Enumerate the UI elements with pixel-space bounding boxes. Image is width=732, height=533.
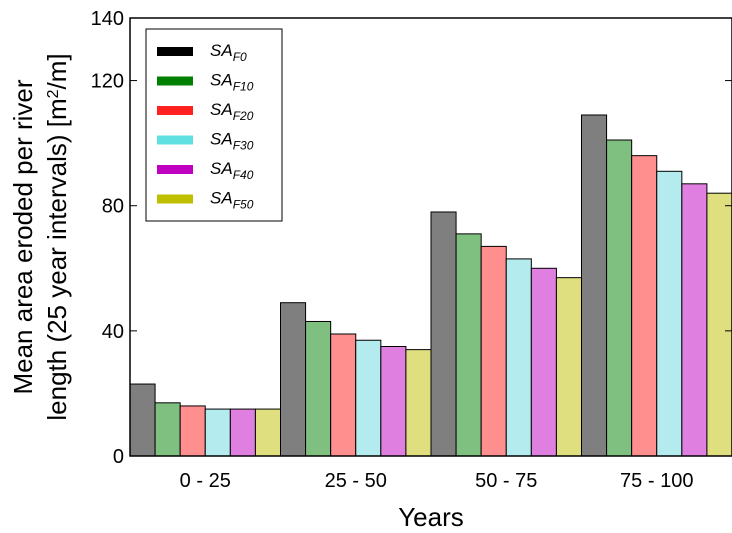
bar-f50-2 [555, 277, 583, 457]
bars [129, 114, 732, 457]
y-axis-label-suffix: /m] [42, 53, 72, 89]
x-tick-label-2: 50 - 75 [475, 470, 537, 492]
legend-label-f10: SAF10 [210, 71, 254, 94]
x-tick-label-1: 25 - 50 [325, 470, 387, 492]
bar-f10-3 [606, 139, 633, 457]
legend-label-f0: SAF0 [210, 41, 247, 64]
bar-f40-0 [229, 408, 256, 457]
legend-label-base: SA [210, 159, 233, 178]
legend-label-subscript: F50 [233, 198, 254, 212]
y-tick-label-0: 0 [113, 446, 124, 468]
legend-label-base: SA [210, 189, 233, 208]
y-axis-label-line1: Mean area eroded per river [8, 79, 38, 394]
legend-box [145, 28, 283, 222]
legend-label-base: SA [210, 100, 233, 119]
legend-label-base: SA [210, 41, 233, 60]
legend-swatch-f10 [157, 76, 193, 86]
legend-label-base: SA [210, 71, 233, 90]
legend-label-subscript: F40 [233, 168, 254, 182]
x-tick-label-0: 0 - 25 [180, 470, 231, 492]
bar-f20-2 [480, 245, 507, 457]
bar-f0-2 [430, 211, 457, 457]
legend-swatch-f20 [157, 106, 193, 115]
bar-f30-3 [656, 170, 683, 457]
y-tick-label-40: 40 [102, 321, 124, 343]
y-axis-label-line2: length (25 year intervals) [m2/m] [42, 53, 72, 420]
legend-swatch-f0 [157, 47, 193, 56]
legend-label-subscript: F20 [233, 109, 254, 123]
legend-label-subscript: F30 [233, 139, 254, 153]
y-axis-label-prefix: length (25 year intervals) [m [42, 98, 72, 420]
y-tick-label-120: 120 [91, 71, 124, 93]
bar-f50-3 [706, 192, 732, 457]
plot-frame [129, 17, 732, 457]
bar-f0-1 [280, 302, 307, 457]
bar-f10-0 [154, 402, 181, 457]
bar-f50-1 [405, 349, 432, 457]
y-tick-label-80: 80 [102, 196, 124, 218]
legend-label-base: SA [210, 130, 233, 149]
y-axis-label-superscript: 2 [45, 89, 62, 98]
legend-swatch-f30 [157, 135, 193, 145]
bar-f20-0 [179, 405, 206, 457]
legend-label-f40: SAF40 [210, 159, 254, 182]
bar-f40-3 [681, 183, 708, 457]
x-tick-label-3: 75 - 100 [620, 470, 693, 492]
legend-swatch-f50 [157, 194, 193, 204]
bar-f40-2 [530, 267, 557, 457]
bar-f20-1 [330, 333, 357, 457]
legend-label-subscript: F0 [233, 50, 247, 64]
bar-f30-2 [505, 258, 532, 457]
legend-label-f20: SAF20 [210, 100, 254, 123]
legend-label-subscript: F10 [233, 80, 254, 94]
legend-label-f30: SAF30 [210, 130, 254, 153]
bar-f0-3 [581, 114, 608, 457]
bar-f10-1 [305, 320, 332, 457]
bar-f10-2 [455, 233, 482, 457]
legend-swatch-f40 [157, 165, 193, 174]
legend-label-f50: SAF50 [210, 189, 254, 212]
axes: 0 40 80 120 140 0 - 25 25 - 50 50 - 75 75 - 100 [91, 8, 732, 492]
y-tick-label-140: 140 [91, 8, 124, 30]
bar-f30-0 [204, 408, 231, 457]
bar-f50-0 [254, 408, 282, 457]
bar-f20-3 [631, 155, 658, 457]
x-axis-label: Years [398, 502, 464, 532]
bar-f0-0 [129, 383, 156, 457]
bar-f40-1 [380, 346, 407, 457]
bar-f30-1 [355, 339, 382, 457]
